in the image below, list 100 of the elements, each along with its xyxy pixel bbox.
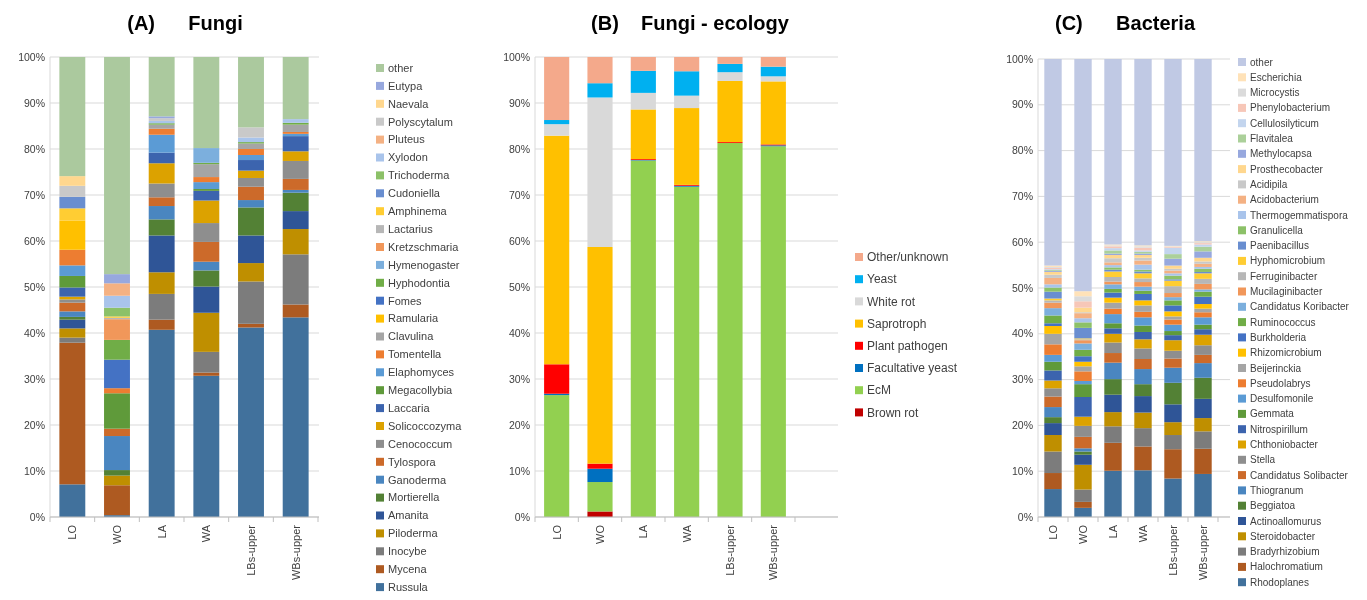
legend-label: Escherichia [1250,71,1303,83]
legend-label: Laccaria [388,401,431,414]
legend-label: Amanita [388,509,430,522]
legend-label: other [1250,56,1274,68]
x-tick-label: LO [550,524,563,540]
chart-title: (B) Fungi - ecology [591,12,790,34]
x-tick-label: LA [637,524,650,539]
legend-label: Inocybe [388,545,427,558]
legend-label: Actinoallomurus [1250,515,1322,527]
legend-label: Facultative yeast [867,361,958,376]
x-tick-label: LA [155,524,168,539]
y-tick-label: 50% [23,280,45,293]
legend-label: Saprotroph [867,316,927,331]
y-tick-label: 30% [508,372,530,385]
legend-label: Megacollybia [388,384,454,397]
legend-label: Pseudolabrys [1250,377,1311,389]
legend-label: Burkholderia [1250,331,1307,343]
legend-label: Beijerinckia [1250,362,1302,374]
y-tick-label: 60% [508,234,530,247]
x-tick-label: WO [593,524,606,544]
legend-label: Gemmata [1250,408,1295,420]
legend-label: Hyphodontia [388,276,451,289]
y-tick-label: 20% [508,418,530,431]
legend-label: Flavitalea [1250,133,1294,144]
legend-label: Eutypa [388,79,424,92]
x-tick-label: LA [1106,524,1119,539]
y-tick-label: 100% [503,50,530,63]
legend-label: Fomes [388,294,423,307]
x-tick-label: LBs-upper [244,524,257,576]
legend-label: Tylospora [388,455,437,468]
legend-label: Stella [1250,454,1276,466]
y-tick-label: 90% [508,96,530,109]
legend-label: Russula [388,580,429,593]
x-tick-label: WA [1136,524,1149,543]
legend-label: Methylocapsa [1250,148,1313,160]
y-tick-label: 20% [23,418,45,431]
legend-label: Rhizomicrobium [1250,347,1322,359]
y-tick-label: 50% [1011,281,1033,294]
legend-label: Acidipila [1250,178,1288,190]
x-tick-label: WA [680,524,693,543]
legend-label: Beggiatoa [1250,500,1296,512]
y-tick-label: 90% [1011,98,1033,111]
legend-label: Cudoniella [388,187,441,200]
chart-title: (A) Fungi [127,12,243,34]
legend-label: Ramularia [388,312,440,325]
legend-label: Ganoderma [388,473,447,486]
y-tick-label: 0% [29,510,45,523]
y-tick-label: 80% [1011,144,1033,157]
legend-label: Hyphomicrobium [1250,255,1326,267]
legend-label: Brown rot [867,405,920,420]
y-tick-label: 80% [23,142,45,155]
legend-label: Mycena [388,563,428,576]
x-tick-label: WO [1076,524,1089,544]
legend-label: Thermogemmatispora [1250,209,1349,221]
y-tick-label: 100% [1006,52,1033,65]
y-tick-label: 50% [508,280,530,293]
legend-label: other [388,61,414,74]
legend-label: Chthoniobacter [1250,439,1319,450]
legend-label: Elaphomyces [388,366,455,379]
legend-label: EcM [867,383,891,398]
legend-label: Cenococcum [388,437,453,450]
y-tick-label: 10% [508,464,530,477]
y-tick-label: 70% [1011,190,1033,203]
legend-label: Other/unknown [867,250,949,265]
y-tick-label: 10% [23,464,45,477]
legend-label: Mucilaginibacter [1250,286,1323,297]
chart-title: (C) Bacteria [1054,12,1196,34]
y-tick-label: 20% [1011,419,1033,432]
legend-label: Kretzschmaria [388,240,460,253]
legend-label: Tomentella [388,348,443,361]
legend-label: Halochromatium [1250,561,1323,573]
legend-label: Acidobacterium [1250,194,1319,206]
y-tick-label: 10% [1011,464,1033,477]
legend-label: Rhodoplanes [1250,576,1309,588]
legend-label: Ferruginibacter [1250,270,1318,282]
legend-label: Solicoccozyma [388,419,463,432]
legend-label: Phenylobacterium [1250,102,1331,114]
x-tick-label: LO [1046,524,1059,540]
legend-label: Amphinema [388,205,448,218]
legend-label: White rot [867,294,916,309]
y-tick-label: 30% [23,372,45,385]
x-tick-label: WBs-upper [1196,524,1209,581]
x-tick-label: WO [110,524,123,544]
x-tick-label: LBs-upper [723,524,736,576]
legend-label: Candidatus Solibacter [1250,469,1349,481]
x-tick-label: WBs-upper [767,524,780,581]
legend-label: Candidatus Koribacter [1250,301,1350,313]
legend-label: Piloderma [388,527,439,540]
y-tick-label: 30% [1011,373,1033,386]
y-tick-label: 60% [23,234,45,247]
legend-label: Cellulosilyticum [1250,117,1319,129]
y-tick-label: 70% [23,188,45,201]
legend-label: Plant pathogen [867,339,948,353]
legend-label: Trichoderma [388,169,451,182]
y-tick-label: 0% [1017,510,1033,523]
legend-label: Steroidobacter [1250,530,1316,542]
legend-label: Microcystis [1250,87,1300,99]
x-tick-label: LBs-upper [1166,524,1179,576]
legend-label: Naevala [388,97,430,110]
legend-label: Granulicella [1250,224,1304,236]
